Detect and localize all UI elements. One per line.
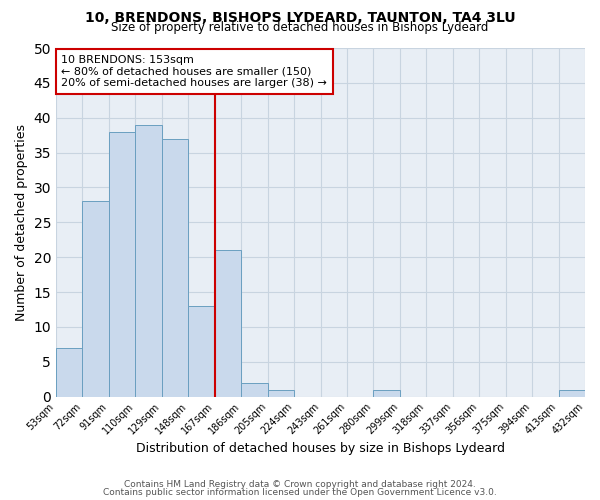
Bar xyxy=(559,390,585,396)
Bar xyxy=(109,132,136,396)
X-axis label: Distribution of detached houses by size in Bishops Lydeard: Distribution of detached houses by size … xyxy=(136,442,505,455)
Bar xyxy=(373,390,400,396)
Bar xyxy=(82,202,109,396)
Text: Contains HM Land Registry data © Crown copyright and database right 2024.: Contains HM Land Registry data © Crown c… xyxy=(124,480,476,489)
Text: 10 BRENDONS: 153sqm
← 80% of detached houses are smaller (150)
20% of semi-detac: 10 BRENDONS: 153sqm ← 80% of detached ho… xyxy=(61,55,327,88)
Bar xyxy=(241,382,268,396)
Text: Contains public sector information licensed under the Open Government Licence v3: Contains public sector information licen… xyxy=(103,488,497,497)
Y-axis label: Number of detached properties: Number of detached properties xyxy=(15,124,28,321)
Text: 10, BRENDONS, BISHOPS LYDEARD, TAUNTON, TA4 3LU: 10, BRENDONS, BISHOPS LYDEARD, TAUNTON, … xyxy=(85,11,515,25)
Bar xyxy=(268,390,294,396)
Bar xyxy=(215,250,241,396)
Bar xyxy=(162,138,188,396)
Bar xyxy=(136,124,162,396)
Text: Size of property relative to detached houses in Bishops Lydeard: Size of property relative to detached ho… xyxy=(112,22,488,35)
Bar xyxy=(56,348,82,397)
Bar xyxy=(188,306,215,396)
